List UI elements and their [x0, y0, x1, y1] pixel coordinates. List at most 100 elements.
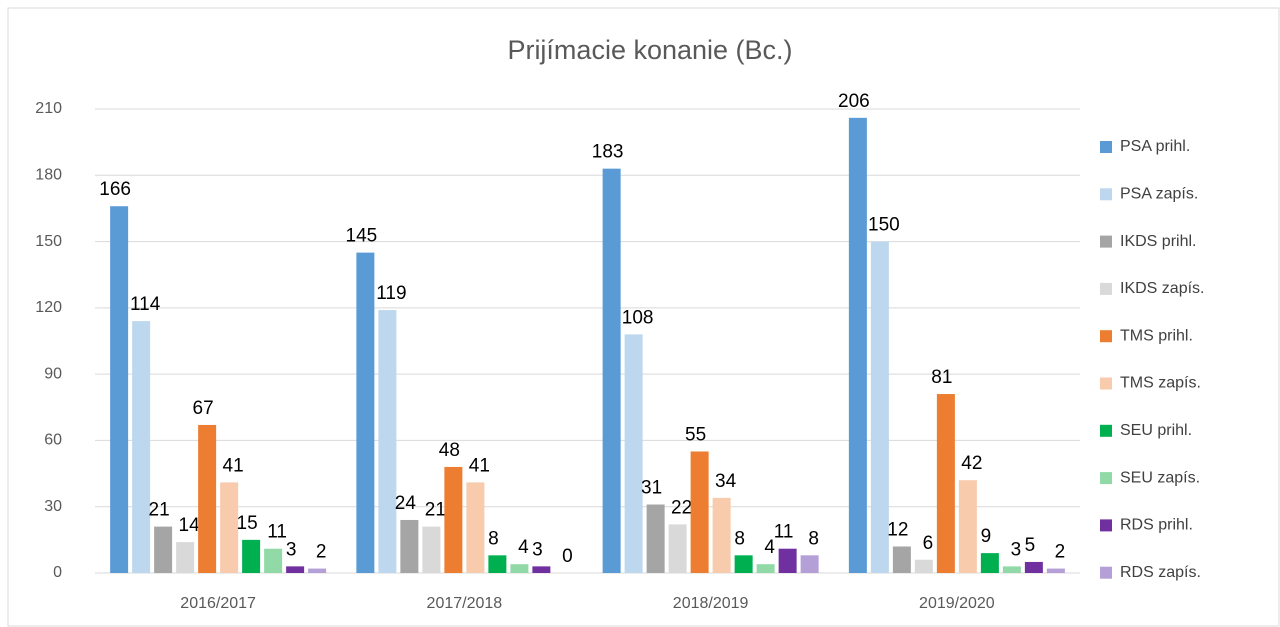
bar	[914, 559, 933, 573]
bar	[286, 566, 305, 573]
x-tick-label: 2019/2020	[919, 595, 995, 612]
chart-title: Prijímacie konanie (Bc.)	[507, 35, 792, 65]
bar	[870, 241, 889, 574]
legend-swatch	[1100, 377, 1112, 390]
legend-label: PSA zapís.	[1120, 186, 1198, 203]
value-label: 2	[316, 542, 327, 563]
value-label: 67	[193, 398, 214, 419]
x-tick-label: 2016/2017	[180, 595, 256, 612]
bar	[154, 526, 173, 573]
value-label: 12	[887, 520, 908, 541]
bar	[308, 568, 327, 573]
value-label: 3	[1011, 539, 1022, 560]
legend-swatch	[1100, 519, 1112, 532]
value-label: 34	[715, 471, 737, 492]
value-label: 41	[223, 455, 244, 476]
value-label: 3	[286, 539, 297, 560]
bar	[242, 539, 261, 573]
bar	[958, 480, 977, 573]
value-label: 15	[237, 513, 258, 534]
legend-label: RDS prihl.	[1120, 517, 1193, 534]
bar	[892, 546, 911, 573]
legend-swatch	[1100, 330, 1112, 343]
value-label: 11	[267, 522, 287, 543]
value-label: 55	[685, 424, 706, 445]
bar	[848, 117, 867, 573]
value-label: 4	[518, 537, 529, 558]
bar	[110, 206, 129, 573]
bar	[800, 555, 819, 573]
legend-label: TMS zapís.	[1120, 375, 1201, 392]
value-label: 5	[1025, 535, 1036, 556]
y-tick-label: 0	[53, 564, 62, 581]
bar	[356, 252, 375, 573]
bar	[264, 548, 283, 573]
bar	[198, 424, 217, 573]
value-label: 150	[868, 215, 900, 236]
legend-label: IKDS prihl.	[1120, 233, 1196, 250]
bar	[646, 504, 665, 573]
bar	[980, 553, 999, 573]
x-tick-label: 2017/2018	[427, 595, 503, 612]
legend-label: RDS zapís.	[1120, 564, 1201, 581]
bar	[712, 497, 731, 573]
y-tick-label: 90	[44, 365, 62, 382]
value-label: 108	[622, 307, 654, 328]
bar	[466, 482, 485, 573]
value-label: 21	[149, 500, 170, 521]
legend-label: SEU prihl.	[1120, 422, 1192, 439]
bar	[378, 310, 397, 573]
legend-label: SEU zapís.	[1120, 469, 1200, 486]
value-label: 183	[592, 142, 624, 163]
chart-frame	[7, 7, 1280, 627]
bar	[510, 564, 529, 573]
legend-swatch	[1100, 424, 1112, 437]
value-label: 6	[923, 533, 934, 554]
bar	[624, 334, 643, 573]
value-label: 14	[179, 515, 201, 536]
bar	[690, 451, 709, 573]
value-label: 9	[981, 526, 992, 547]
bar	[734, 555, 753, 573]
value-label: 41	[469, 455, 490, 476]
bar	[176, 542, 195, 573]
y-tick-label: 180	[35, 167, 62, 184]
legend-swatch	[1100, 282, 1112, 295]
bar	[936, 394, 955, 573]
y-tick-label: 60	[44, 432, 62, 449]
legend-label: TMS prihl.	[1120, 327, 1193, 344]
value-label: 4	[764, 537, 775, 558]
value-label: 8	[808, 528, 819, 549]
legend-swatch	[1100, 235, 1112, 248]
value-label: 22	[671, 497, 692, 518]
bar	[132, 321, 151, 573]
bar	[1024, 561, 1043, 573]
bar	[422, 526, 441, 573]
bar	[602, 168, 621, 573]
value-label: 114	[130, 294, 161, 315]
legend-swatch	[1100, 141, 1112, 153]
bar	[444, 466, 463, 573]
value-label: 81	[931, 367, 952, 388]
bar	[1002, 566, 1021, 573]
legend-label: PSA prihl.	[1120, 138, 1190, 155]
value-label: 31	[641, 478, 662, 499]
bar	[756, 564, 775, 573]
value-label: 2	[1055, 542, 1066, 563]
bar	[488, 555, 507, 573]
value-label: 42	[961, 453, 982, 474]
x-tick-label: 2018/2019	[673, 595, 749, 612]
bar	[220, 482, 239, 573]
value-label: 8	[488, 528, 499, 549]
value-label: 119	[376, 283, 406, 304]
value-label: 48	[439, 440, 460, 461]
value-label: 11	[774, 522, 794, 543]
bar	[400, 519, 419, 573]
legend-swatch	[1100, 188, 1112, 201]
value-label: 166	[99, 179, 131, 200]
legend-swatch	[1100, 566, 1112, 579]
bar	[668, 524, 687, 573]
y-tick-label: 210	[35, 100, 62, 117]
y-tick-label: 120	[35, 299, 62, 316]
